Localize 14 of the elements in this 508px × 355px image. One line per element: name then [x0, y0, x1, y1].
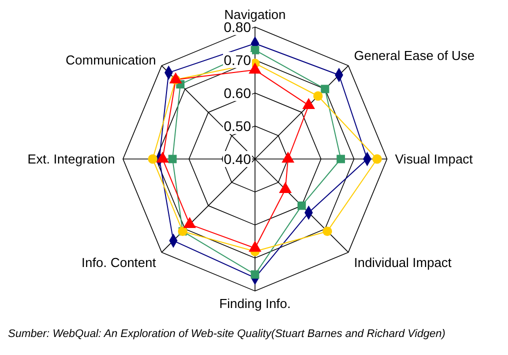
spoke-label: Navigation: [224, 7, 286, 22]
text: Sumber: WebQual: An Exploration of Web-site Quality(Stuart Barnes and Richard Vidgen): [8, 328, 446, 340]
y-tick-label: 0.70: [222, 52, 252, 68]
spoke-label: Finding Info.: [219, 296, 291, 312]
y-tick-label: 0.50: [222, 118, 252, 134]
spoke-label: Communication: [66, 52, 156, 68]
spoke-label: General Ease of Use: [354, 48, 475, 64]
y-tick-label: 0.60: [222, 85, 252, 101]
spoke-label: Visual Impact: [395, 152, 474, 167]
spoke-label: Info. Content: [82, 255, 156, 270]
spoke-label: Individual Impact: [354, 255, 452, 270]
y-tick-label: 0.80: [222, 19, 252, 35]
spoke-label: Ext. Integration: [28, 152, 115, 167]
y-tick-label: 0.40: [222, 151, 252, 167]
